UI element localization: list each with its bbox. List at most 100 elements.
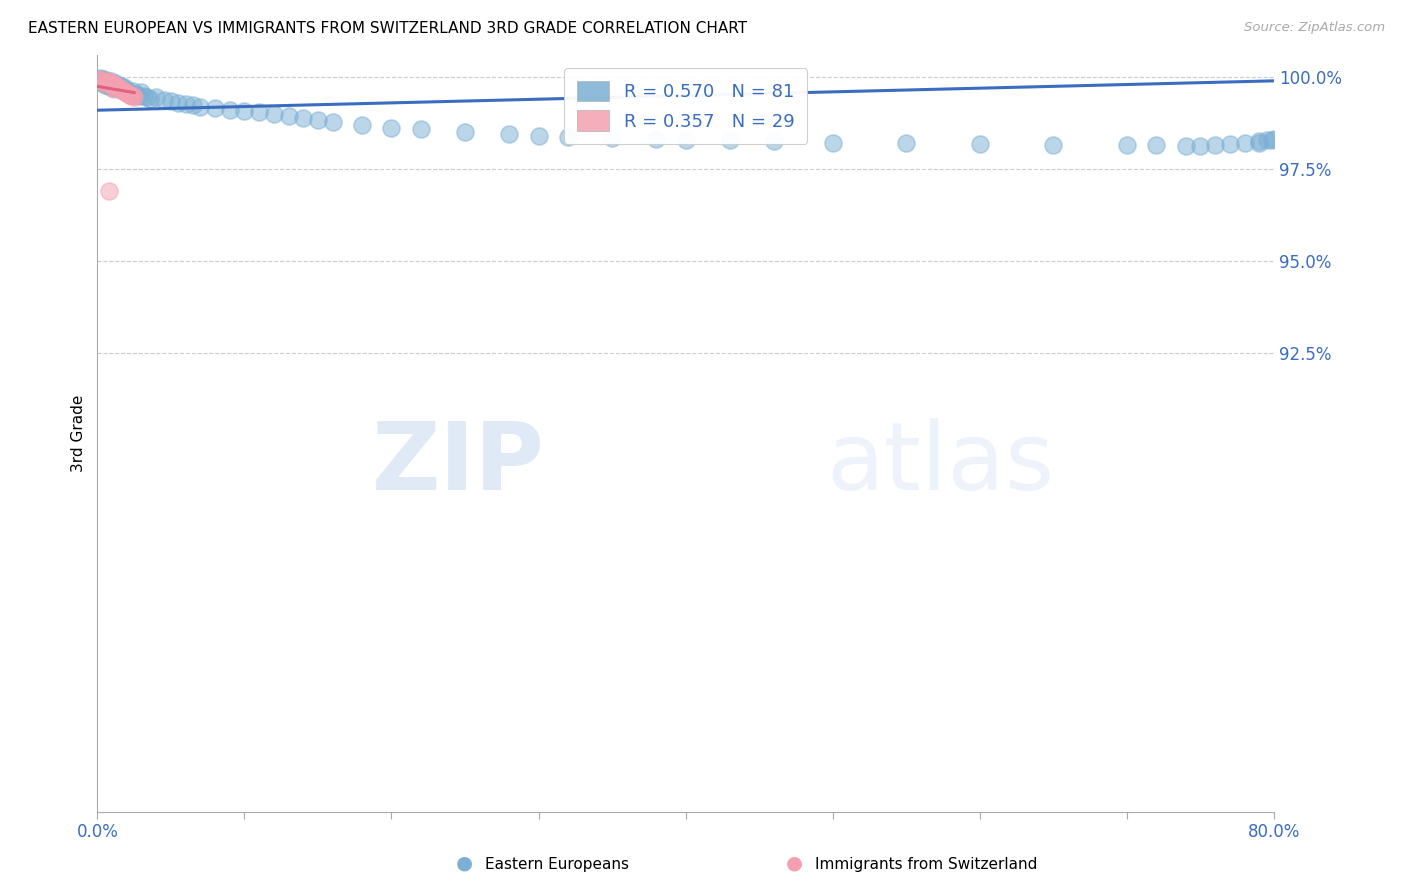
Point	[121, 89, 143, 103]
Point	[101, 81, 124, 95]
Point	[675, 132, 697, 146]
Point	[174, 96, 197, 111]
Point	[107, 80, 129, 95]
Point	[103, 82, 125, 96]
Point	[124, 87, 146, 101]
Point	[145, 90, 167, 104]
Point	[557, 129, 579, 144]
Point	[1249, 135, 1271, 149]
Point	[1249, 136, 1271, 150]
Point	[762, 135, 785, 149]
Text: ●: ●	[786, 854, 803, 872]
Point	[110, 82, 132, 96]
Point	[100, 77, 122, 91]
Point	[1042, 137, 1064, 152]
Point	[1263, 132, 1285, 146]
Point	[101, 78, 124, 92]
Text: Immigrants from Switzerland: Immigrants from Switzerland	[815, 857, 1038, 872]
Point	[167, 95, 190, 110]
Point	[152, 93, 174, 107]
Point	[112, 84, 135, 98]
Point	[111, 83, 134, 97]
Point	[111, 83, 134, 97]
Point	[89, 74, 111, 88]
Point	[115, 86, 138, 100]
Point	[91, 74, 114, 88]
Point	[105, 79, 128, 94]
Point	[263, 107, 285, 121]
Point	[98, 76, 121, 90]
Point	[98, 76, 121, 90]
Point	[100, 74, 122, 88]
Point	[118, 87, 141, 102]
Point	[121, 84, 143, 98]
Point	[103, 79, 125, 94]
Point	[969, 136, 991, 151]
Point	[118, 86, 141, 100]
Point	[204, 102, 226, 116]
Point	[233, 103, 256, 118]
Point	[87, 72, 110, 87]
Point	[93, 78, 115, 92]
Point	[600, 130, 623, 145]
Point	[117, 87, 139, 101]
Point	[101, 77, 124, 91]
Point	[718, 133, 741, 147]
Point	[896, 136, 918, 151]
Point	[98, 79, 121, 94]
Point	[128, 88, 150, 103]
Point	[247, 105, 270, 120]
Point	[98, 184, 121, 198]
Y-axis label: 3rd Grade: 3rd Grade	[72, 394, 86, 472]
Point	[108, 81, 131, 95]
Point	[380, 120, 402, 135]
Point	[90, 74, 112, 88]
Point	[114, 85, 136, 99]
Point	[136, 90, 159, 104]
Point	[108, 82, 131, 96]
Point	[1189, 139, 1212, 153]
Point	[1204, 138, 1226, 153]
Point	[1115, 138, 1137, 153]
Point	[103, 78, 125, 92]
Point	[91, 74, 114, 88]
Point	[104, 78, 127, 93]
Text: ZIP: ZIP	[371, 417, 544, 509]
Point	[107, 78, 129, 93]
Point	[352, 118, 374, 132]
Point	[105, 80, 128, 95]
Point	[498, 127, 520, 141]
Point	[96, 76, 118, 90]
Point	[114, 85, 136, 99]
Legend: R = 0.570   N = 81, R = 0.357   N = 29: R = 0.570 N = 81, R = 0.357 N = 29	[564, 68, 807, 144]
Point	[104, 76, 127, 90]
Point	[120, 88, 142, 103]
Point	[90, 73, 112, 87]
Point	[1219, 136, 1241, 151]
Point	[97, 74, 120, 88]
Point	[87, 72, 110, 87]
Point	[527, 128, 550, 143]
Point	[89, 73, 111, 87]
Point	[218, 103, 240, 118]
Point	[122, 90, 145, 104]
Point	[1261, 132, 1284, 146]
Point	[1233, 136, 1256, 151]
Point	[277, 109, 299, 123]
Point	[409, 122, 432, 136]
Point	[104, 78, 127, 92]
Point	[292, 112, 315, 126]
Point	[100, 74, 122, 88]
Point	[322, 115, 344, 129]
Point	[454, 125, 477, 139]
Point	[96, 73, 118, 87]
Point	[1174, 138, 1197, 153]
Point	[645, 132, 668, 146]
Point	[188, 99, 211, 113]
Point	[91, 72, 114, 87]
Point	[90, 76, 112, 90]
Point	[101, 79, 124, 94]
Point	[181, 97, 204, 112]
Text: ●: ●	[456, 854, 472, 872]
Point	[89, 70, 111, 85]
